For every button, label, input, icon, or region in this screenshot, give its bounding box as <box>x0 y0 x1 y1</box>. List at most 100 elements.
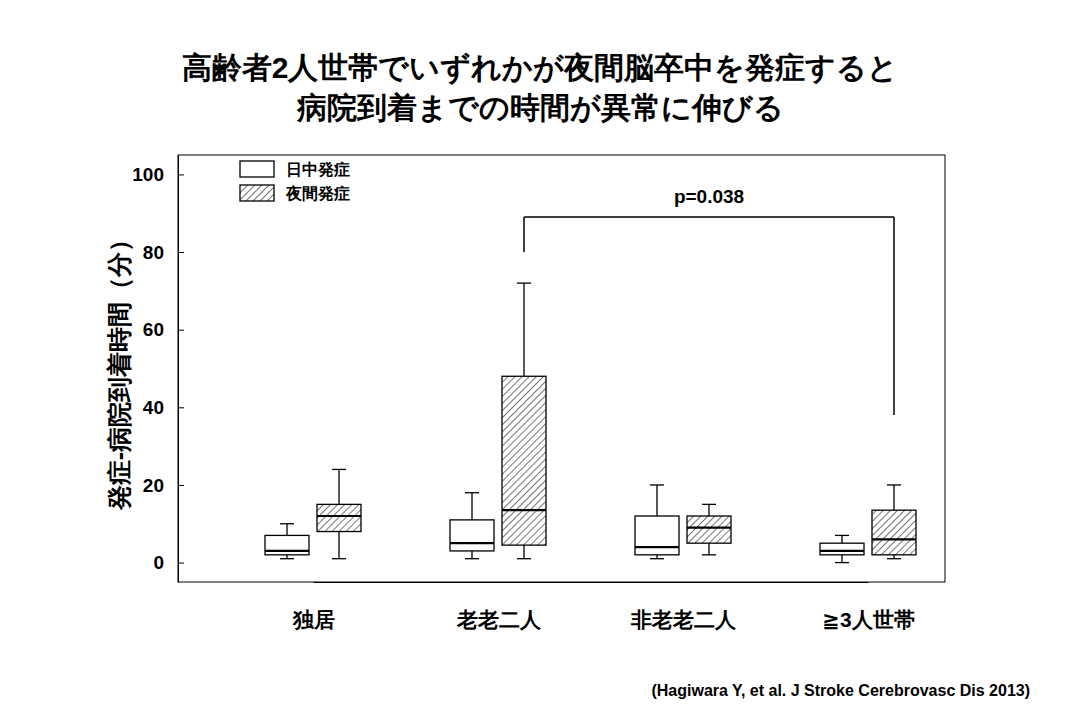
y-tick-label: 100 <box>132 164 164 185</box>
median <box>820 550 864 552</box>
y-tick: 20 <box>143 475 184 496</box>
box-series <box>265 485 864 563</box>
box <box>265 524 309 559</box>
whisker-low-cap <box>702 554 716 555</box>
legend-label: 日中発症 <box>286 161 350 178</box>
box-body <box>687 516 731 543</box>
whisker-high-cap <box>650 484 664 485</box>
y-tick-mark <box>178 330 184 331</box>
legend-swatch <box>240 185 274 201</box>
whisker-high <box>656 485 657 516</box>
whisker-high <box>523 283 524 376</box>
median <box>872 538 916 540</box>
y-tick-label: 40 <box>143 397 164 418</box>
title: 高齢者2人世帯でいずれかが夜間脳卒中を発症すると <box>182 51 899 85</box>
x-tick-label: 独居 <box>292 608 335 631</box>
bracket-left <box>523 217 525 252</box>
y-tick-mark <box>178 174 184 175</box>
y-tick-mark <box>178 563 184 564</box>
box <box>820 535 864 562</box>
y-tick: 100 <box>132 164 184 185</box>
whisker-high <box>471 493 472 520</box>
box-body <box>872 510 916 555</box>
box-body <box>317 504 361 531</box>
box-body <box>502 376 546 545</box>
median <box>265 550 309 552</box>
box <box>872 485 916 559</box>
x-tick-label: 非老老二人 <box>630 608 737 631</box>
whisker-low-cap <box>332 558 346 559</box>
median <box>450 542 494 544</box>
box-body <box>820 543 864 555</box>
median <box>687 527 731 529</box>
box <box>687 504 731 554</box>
y-tick: 80 <box>143 242 184 263</box>
whisker-low <box>523 545 524 559</box>
legend-item: 夜間発症 <box>240 184 350 202</box>
source: (Hagiwara Y, et al. J Stroke Cerebrovasc… <box>651 682 1030 699</box>
whisker-high-cap <box>702 504 716 505</box>
box <box>502 283 546 559</box>
bracket-top <box>524 216 894 218</box>
whisker-high-cap <box>465 492 479 493</box>
plot-frame <box>178 155 945 582</box>
whisker-low <box>708 543 709 555</box>
x-tick: 独居 <box>292 582 335 631</box>
x-tick-label: 老老二人 <box>456 608 542 631</box>
x-tick: 老老二人 <box>456 582 542 631</box>
y-tick-label: 0 <box>153 552 164 573</box>
chart: 高齢者2人世帯でいずれかが夜間脳卒中を発症すると病院到着までの時間が異常に伸びる… <box>0 0 1080 720</box>
y-tick: 60 <box>143 319 184 340</box>
whisker-high <box>286 524 287 536</box>
x-tick-label: ≧3人世帯 <box>822 608 914 631</box>
annotation: p=0.038 <box>524 186 894 415</box>
annotation-text: p=0.038 <box>674 186 744 207</box>
box-body <box>265 535 309 554</box>
y-tick: 40 <box>143 397 184 418</box>
x-tick: ≧3人世帯 <box>822 582 914 631</box>
median <box>502 509 546 511</box>
y-tick-mark <box>178 252 184 253</box>
y-tick-mark <box>178 407 184 408</box>
title: 病院到着までの時間が異常に伸びる <box>296 91 784 124</box>
x-axis-line <box>314 582 869 583</box>
whisker-high-cap <box>517 282 531 283</box>
whisker-high <box>841 535 842 543</box>
y-axis-title: 発症‐病院到着時間（分） <box>105 227 133 511</box>
whisker-high-cap <box>280 523 294 524</box>
whisker-high-cap <box>887 484 901 485</box>
median <box>635 546 679 548</box>
whisker-high-cap <box>835 535 849 536</box>
whisker-high <box>893 485 894 510</box>
box <box>450 493 494 559</box>
y-tick-mark <box>178 485 184 486</box>
x-axis: 独居 老老二人 非老老二人 ≧3人世帯 <box>292 582 915 631</box>
whisker-low-cap <box>517 558 531 559</box>
whisker-low <box>338 532 339 559</box>
whisker-low-cap <box>887 558 901 559</box>
box <box>317 469 361 558</box>
whisker-high <box>338 469 339 504</box>
legend: 日中発症夜間発症 <box>240 161 350 202</box>
box-body <box>450 520 494 551</box>
whisker-high-cap <box>332 469 346 470</box>
box-body <box>635 516 679 555</box>
bracket-right <box>893 217 895 415</box>
whisker-low <box>841 555 842 563</box>
y-tick-label: 20 <box>143 475 164 496</box>
y-tick-label: 80 <box>143 242 164 263</box>
box <box>635 485 679 559</box>
whisker-low-cap <box>650 558 664 559</box>
box-series <box>317 283 916 559</box>
y-tick-label: 60 <box>143 319 164 340</box>
y-axis: 0 20 40 60 80 100 <box>132 156 184 583</box>
whisker-low <box>471 551 472 559</box>
whisker-high <box>708 504 709 516</box>
x-tick: 非老老二人 <box>630 582 737 631</box>
y-tick: 0 <box>153 552 184 573</box>
marks <box>265 283 916 562</box>
median <box>317 515 361 517</box>
legend-label: 夜間発症 <box>285 184 350 202</box>
y-axis-line <box>178 156 179 583</box>
legend-item: 日中発症 <box>240 161 350 178</box>
